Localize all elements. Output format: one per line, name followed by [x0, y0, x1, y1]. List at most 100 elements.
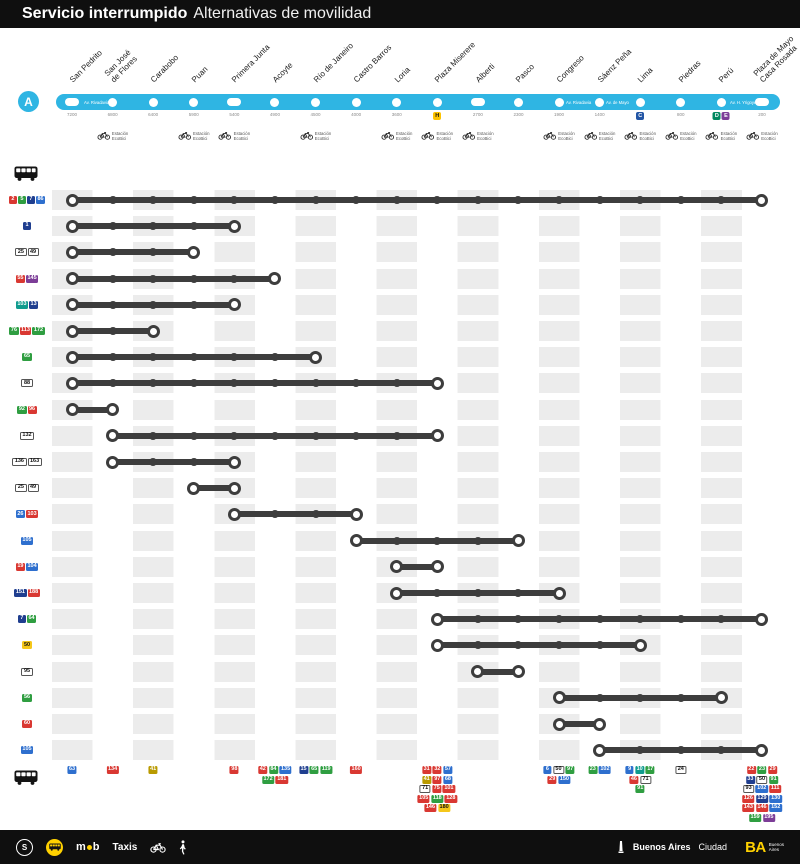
station-bus-group-row: 41 97 68 [422, 775, 453, 784]
route-stop-dot [149, 353, 158, 362]
route-stop-dot [676, 693, 685, 702]
route-endpoint [755, 193, 769, 207]
route-endpoint [593, 743, 607, 757]
route-stop-dot [555, 641, 564, 650]
bus-line-badge: 42 [258, 766, 268, 774]
ecobici-label: Estación EcoBici [598, 130, 616, 141]
route-badges: 60 [4, 714, 50, 734]
station-bus-group-row: 91 [635, 785, 645, 793]
route-stop-dot [555, 196, 564, 204]
station-bus-group: 24 [675, 766, 687, 774]
station-bus-group-row: 24 [675, 766, 687, 774]
bike-icon [218, 127, 232, 145]
bus-line-badge: 7 [17, 615, 26, 624]
ecobici-marker: Estación EcoBici [584, 127, 615, 145]
bus-line-badge: 25 [15, 248, 27, 257]
bus-line-badge: 64 [26, 615, 37, 624]
ecobici-label: Estación EcoBici [395, 130, 413, 141]
route-stop-dot [270, 196, 279, 204]
route-endpoint [309, 350, 323, 364]
bus-line-badge: 150 [558, 775, 571, 784]
route-endpoint [430, 560, 444, 574]
header-bar: Servicio interrumpido Alternativas de mo… [0, 0, 800, 28]
bus-icon [14, 770, 38, 790]
route-endpoint [390, 560, 404, 574]
route-bar [72, 380, 438, 387]
bus-line-badge: 29 [768, 766, 778, 774]
station-distance: 200 [758, 112, 766, 117]
route-endpoint [146, 324, 160, 338]
station-label: Congreso [555, 53, 586, 85]
route-stop-dot [433, 536, 442, 545]
station-marker [676, 97, 686, 107]
bus-line-badge: 95 [21, 667, 33, 676]
route-stop-dot [189, 431, 198, 440]
route-stop-dot [676, 196, 685, 204]
route-endpoint [65, 219, 79, 233]
page-title: Servicio interrumpido [22, 5, 188, 22]
route-stop-dot [717, 746, 726, 755]
mob-dot [86, 844, 92, 850]
station-marker [432, 97, 442, 107]
route-endpoint [430, 376, 444, 390]
bike-icon [584, 127, 597, 145]
route-stop-dot [311, 379, 320, 388]
route-stop-dot [352, 431, 361, 440]
bus-line-badge: 91 [635, 785, 645, 793]
station-label: Perú [717, 66, 736, 85]
bus-line-badge: 103 [25, 510, 39, 519]
bus-line-badge: 71 [639, 775, 652, 784]
bus-line-badge: 15 [298, 766, 309, 774]
route-badges: 19 104 [4, 557, 50, 577]
route-stop-dot [595, 693, 604, 702]
route-bar [72, 406, 113, 413]
route-endpoint [65, 245, 79, 259]
station-distance: 4900 [269, 112, 280, 117]
bus-line-badge: 25 [15, 484, 27, 493]
route-bar [193, 485, 235, 492]
route-bar [234, 511, 357, 518]
ecobici-label: Estación EcoBici [436, 130, 454, 141]
route-endpoint [65, 403, 79, 417]
transfer-badges: H [433, 112, 442, 120]
route-row-band [51, 478, 783, 499]
station-bus-group-row: 41 [148, 766, 158, 774]
bus-line-badge: 75 [432, 785, 442, 793]
station-label: Primera Junta [230, 42, 272, 85]
bike-icon [178, 127, 191, 145]
route-stop-dot [555, 615, 564, 624]
route-row-band [51, 347, 783, 368]
route-row-band [51, 714, 783, 734]
station-label: Piedras [676, 58, 703, 85]
bus-line-badge: 29 [547, 775, 557, 784]
route-stop-dot [392, 536, 401, 545]
line-a-bar [56, 94, 780, 110]
station-bus-group: 23 102 [588, 766, 612, 774]
station-bus-group-row: 146 180 [424, 804, 451, 812]
line-e-badge: E [721, 112, 730, 120]
route-bar [396, 563, 438, 570]
bus-line-badge: 57 [443, 766, 453, 774]
route-stop-dot [108, 196, 117, 204]
bus-line-badge: 96 [27, 405, 37, 414]
route-stop-dot [392, 196, 401, 204]
station-marker [108, 97, 118, 107]
station-distance: 3600 [391, 112, 402, 117]
bus-line-badge: 152 [769, 804, 782, 812]
bus-line-badge: 97 [565, 766, 575, 774]
ecobici-marker: Estación EcoBici [705, 127, 737, 145]
station-bus-group: 6 50 97 29 150 [543, 766, 575, 784]
station-label: Pasco [514, 62, 537, 85]
bus-line-badge: 172 [32, 327, 45, 335]
station-distance: 4500 [310, 112, 321, 117]
station-distance: 800 [677, 112, 685, 117]
bus-line-badge: 130 [769, 794, 782, 803]
route-stop-dot [189, 196, 198, 204]
ecobici-label: Estación EcoBici [680, 130, 697, 141]
route-endpoint [65, 324, 79, 338]
route-stop-dot [189, 300, 198, 309]
route-row-band [51, 268, 783, 289]
station-bus-group-row: 23 102 [588, 766, 612, 774]
